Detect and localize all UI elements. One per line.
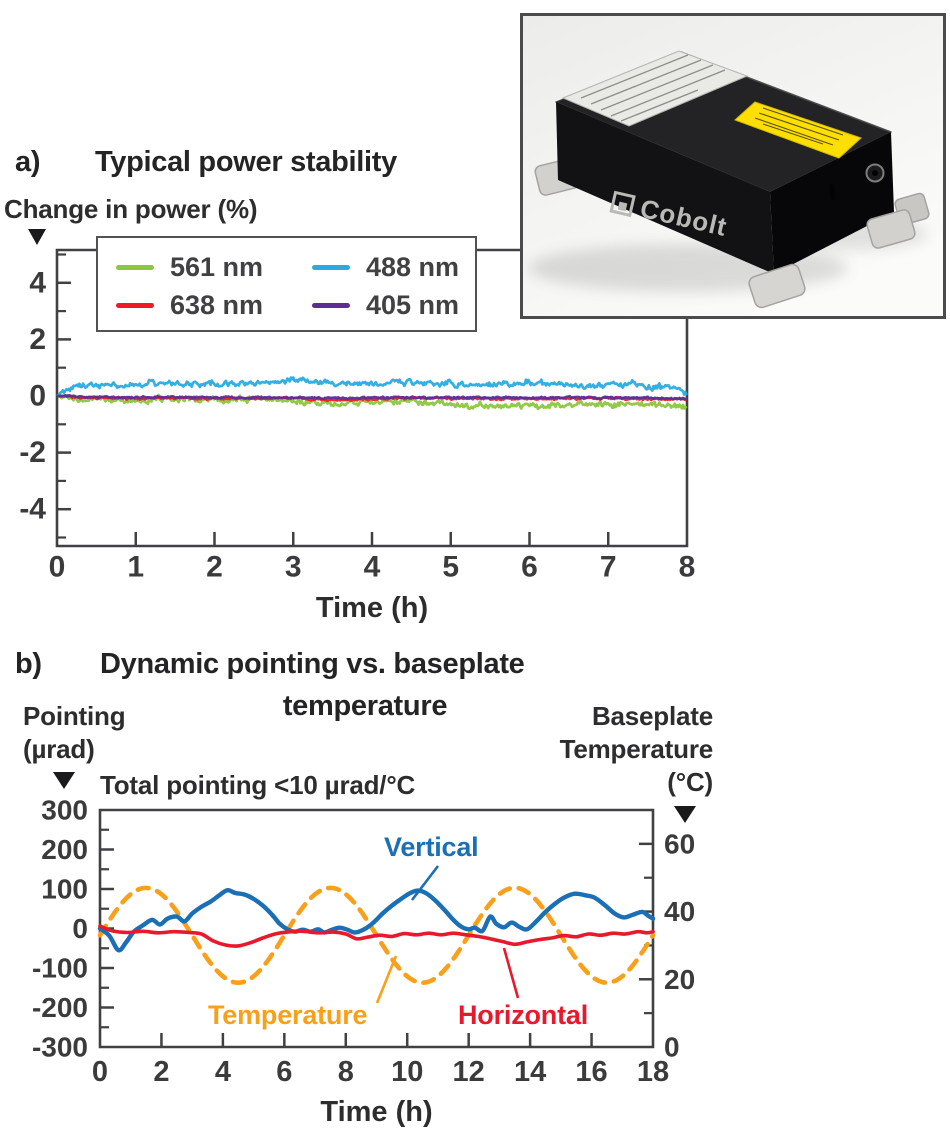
product-photo-inset: Cobolt <box>520 13 946 319</box>
panel-b-title-line2: temperature <box>282 690 448 722</box>
baseplate-label: Baseplate <box>591 701 713 731</box>
series-line-405nm <box>56 394 688 401</box>
x-axis-tick-label: 8 <box>338 1056 354 1088</box>
x-axis-tick-label: 6 <box>276 1056 292 1088</box>
x-axis-tick-label: 12 <box>453 1056 485 1088</box>
baseplate-temp-label: Temperature <box>559 734 714 764</box>
x-axis-tick-label: 5 <box>442 551 459 584</box>
y-axis-tick-label: 0 <box>29 380 46 413</box>
left-axis-tick-label: -300 <box>32 1032 88 1063</box>
down-arrow-icon <box>674 806 696 823</box>
y-axis-tick-label: -2 <box>19 436 46 469</box>
x-axis-tick-label: 16 <box>575 1056 607 1088</box>
left-axis-tick-label: 200 <box>41 834 88 865</box>
brand-logo-icon <box>609 190 636 218</box>
panel-b-annotation: Total pointing <10 µrad/°C <box>100 770 416 800</box>
series-line-561nm <box>56 393 688 411</box>
series-line-488nm <box>56 376 688 398</box>
laser-aperture-bore <box>872 170 878 176</box>
legend-item: 405 nm <box>312 290 459 321</box>
y-axis-tick-label: -4 <box>19 493 46 526</box>
panel-b-left-axis-title: Pointing (µrad) <box>23 700 126 766</box>
panel-b-x-axis-title: Time (h) <box>320 1096 433 1128</box>
x-axis-tick-label: 18 <box>637 1056 669 1088</box>
panel-b-right-axis-title: Baseplate Temperature (°C) <box>463 700 714 799</box>
horizontal-series-label: Horizontal <box>458 1000 588 1030</box>
panel-a-title: Typical power stability <box>95 146 397 178</box>
x-axis-tick-label: 2 <box>206 551 223 584</box>
x-axis-tick-label: 6 <box>521 551 538 584</box>
plot-frame <box>55 248 689 548</box>
legend-swatch-405nm <box>312 303 350 308</box>
x-axis-tick-label: 10 <box>391 1056 423 1088</box>
spec-label-text-lines <box>580 54 726 122</box>
y-axis-tick-label: 2 <box>29 323 46 356</box>
laser-box-right-face <box>770 132 894 274</box>
x-axis-tick-label: 0 <box>92 1056 108 1088</box>
key-slot <box>829 183 836 200</box>
horizontal-callout-line <box>502 947 520 999</box>
brand-logo-icon-inner <box>617 201 628 212</box>
right-axis-tick-label: 0 <box>664 1032 680 1063</box>
legend-swatch-638nm <box>116 303 154 308</box>
left-axis-tick-label: 100 <box>41 874 88 905</box>
mounting-foot <box>748 263 806 309</box>
x-axis-tick-label: 1 <box>127 551 144 584</box>
legend-item: 638 nm <box>116 290 263 321</box>
right-axis-tick-label: 40 <box>664 896 695 927</box>
x-axis-tick-label: 4 <box>364 551 381 584</box>
panel-b-title-line1: Dynamic pointing vs. baseplate <box>100 648 525 680</box>
panel-a-x-axis-title: Time (h) <box>315 592 429 624</box>
legend-label: 638 nm <box>170 290 264 320</box>
x-axis-tick-label: 8 <box>679 551 696 584</box>
laser-box-front-face <box>556 102 774 274</box>
left-axis-tick-label: 0 <box>72 913 88 944</box>
warning-label-text-lines <box>754 107 844 146</box>
series-line-horizontal <box>98 924 655 948</box>
left-axis-tick-label: -200 <box>32 992 88 1023</box>
legend-label: 405 nm <box>366 290 460 320</box>
x-axis-tick-label: 0 <box>49 551 66 584</box>
x-axis-tick-label: 2 <box>153 1056 169 1088</box>
legend-label: 488 nm <box>366 252 460 282</box>
series-line-vertical <box>97 887 656 953</box>
legend-item: 488 nm <box>312 252 459 283</box>
x-axis-tick-label: 7 <box>600 551 617 584</box>
laser-product-illustration: Cobolt <box>523 16 943 316</box>
panel-a-label: a) <box>15 146 41 178</box>
left-axis-tick-label: -100 <box>32 953 88 984</box>
right-axis-tick-label: 60 <box>664 828 695 859</box>
mounting-foot <box>866 209 916 249</box>
legend-swatch-488nm <box>312 265 350 270</box>
right-axis-tick-label: 20 <box>664 964 695 995</box>
panel-b-label: b) <box>15 648 42 680</box>
vertical-callout-line <box>410 865 440 901</box>
left-axis-tick-label: 300 <box>41 795 88 826</box>
vertical-series-label: Vertical <box>384 832 479 862</box>
temperature-series-label: Temperature <box>208 1000 368 1030</box>
pointing-unit-label: (µrad) <box>23 734 95 764</box>
panel-a-y-axis-title: Change in power (%) <box>4 194 258 224</box>
legend-swatch-561nm <box>116 265 154 270</box>
down-arrow-icon <box>53 772 75 789</box>
pointing-label: Pointing <box>23 701 126 731</box>
temperature-callout-line <box>375 955 398 1004</box>
panel-a-legend: 561 nm 638 nm 488 nm 405 nm <box>96 236 477 332</box>
baseplate-unit-label: (°C) <box>667 767 713 797</box>
legend-item: 561 nm <box>116 252 263 283</box>
x-axis-tick-label: 3 <box>285 551 302 584</box>
y-axis-tick-label: 4 <box>29 266 46 299</box>
x-axis-tick-label: 14 <box>514 1056 546 1088</box>
legend-label: 561 nm <box>170 252 264 282</box>
x-axis-tick-label: 4 <box>215 1056 231 1088</box>
down-arrow-icon <box>28 229 46 245</box>
